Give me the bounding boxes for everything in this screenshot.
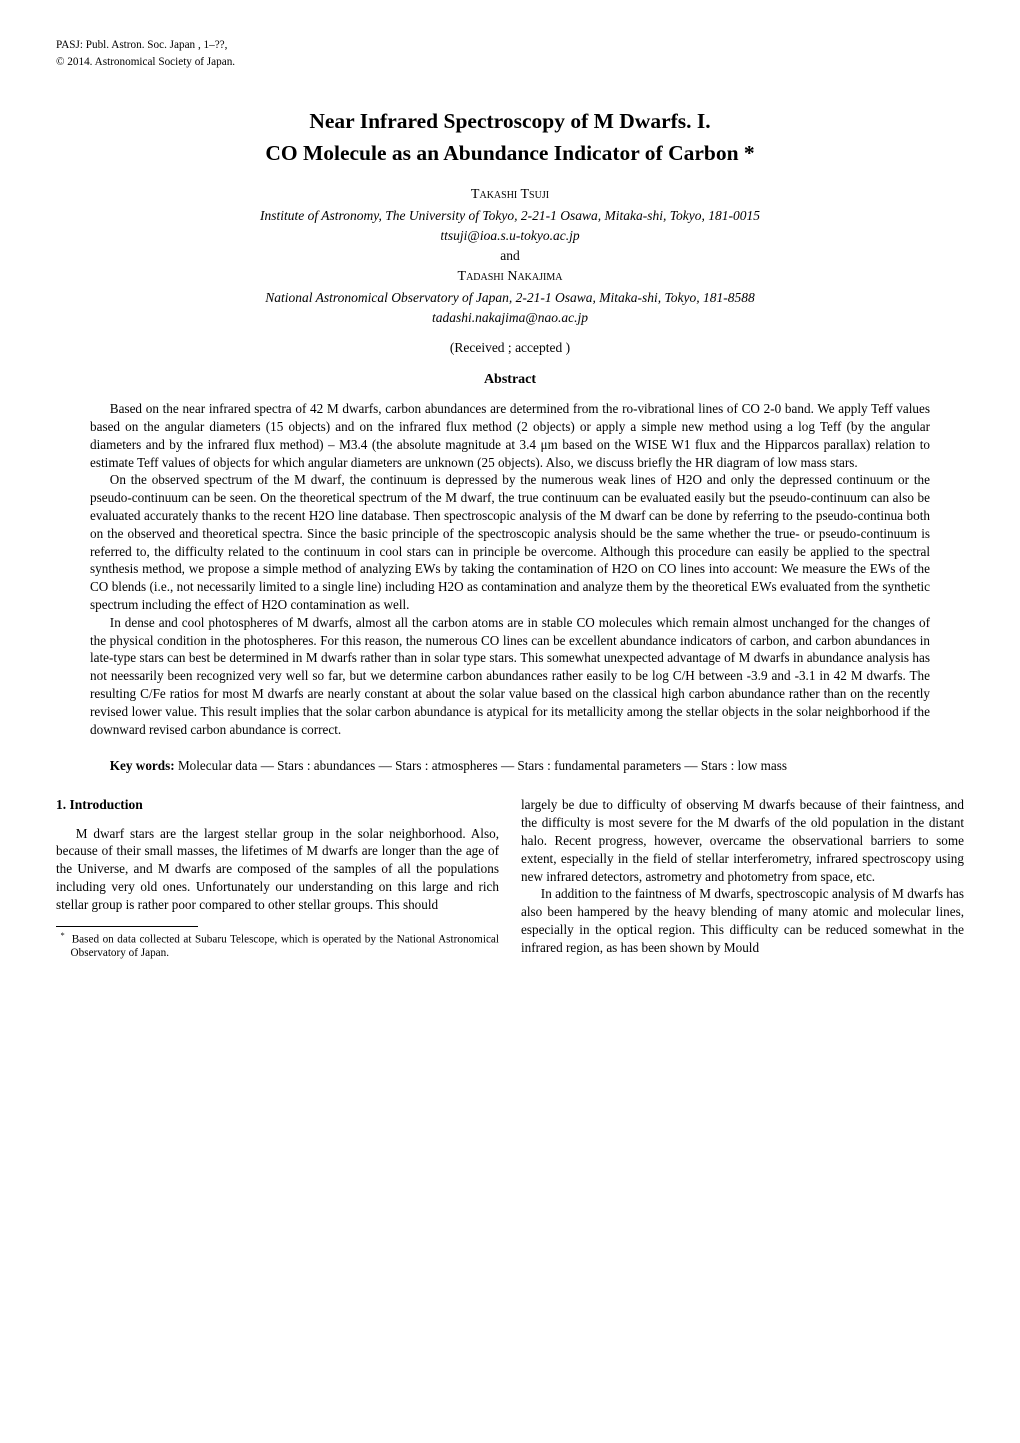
abstract-para-2: On the observed spectrum of the M dwarf,…	[90, 471, 930, 614]
body-para-1: M dwarf stars are the largest stellar gr…	[56, 825, 499, 914]
footnote-rule	[56, 926, 198, 927]
author-2: Tadashi Nakajima	[56, 268, 964, 287]
received-accepted: (Received ; accepted )	[56, 339, 964, 357]
header-line-2: © 2014. Astronomical Society of Japan.	[56, 55, 964, 70]
footnote-text: Based on data collected at Subaru Telesc…	[71, 933, 499, 959]
body-columns: 1. Introduction M dwarf stars are the la…	[56, 796, 964, 960]
section-1-heading: 1. Introduction	[56, 796, 499, 814]
keywords: Key words: Molecular data — Stars : abun…	[90, 757, 930, 775]
header-line-1: PASJ: Publ. Astron. Soc. Japan , 1–??,	[56, 38, 964, 53]
author-1-affiliation: Institute of Astronomy, The University o…	[56, 207, 964, 225]
journal-header: PASJ: Publ. Astron. Soc. Japan , 1–??, ©…	[56, 38, 964, 70]
author-2-name: Tadashi Nakajima	[458, 269, 563, 284]
author-1-email: ttsuji@ioa.s.u-tokyo.ac.jp	[56, 227, 964, 245]
paper-title-line-2: CO Molecule as an Abundance Indicator of…	[56, 140, 964, 168]
author-2-affiliation: National Astronomical Observatory of Jap…	[56, 289, 964, 307]
paper-title-line-1: Near Infrared Spectroscopy of M Dwarfs. …	[56, 108, 964, 136]
abstract-body: Based on the near infrared spectra of 42…	[90, 400, 930, 738]
author-1: Takashi Tsuji	[56, 186, 964, 205]
author-1-name: Takashi Tsuji	[471, 187, 549, 202]
footnote-block: * Based on data collected at Subaru Tele…	[56, 926, 499, 961]
keywords-label: Key words:	[110, 758, 175, 773]
keywords-text: Molecular data — Stars : abundances — St…	[175, 758, 787, 773]
body-para-3: In addition to the faintness of M dwarfs…	[521, 885, 964, 956]
footnote: * Based on data collected at Subaru Tele…	[56, 931, 499, 961]
abstract-heading: Abstract	[56, 371, 964, 390]
abstract-para-3: In dense and cool photospheres of M dwar…	[90, 614, 930, 739]
body-para-2: largely be due to difficulty of observin…	[521, 796, 964, 885]
footnote-marker: *	[60, 931, 64, 940]
author-separator: and	[56, 247, 964, 265]
abstract-para-1: Based on the near infrared spectra of 42…	[90, 400, 930, 471]
author-2-email: tadashi.nakajima@nao.ac.jp	[56, 309, 964, 327]
